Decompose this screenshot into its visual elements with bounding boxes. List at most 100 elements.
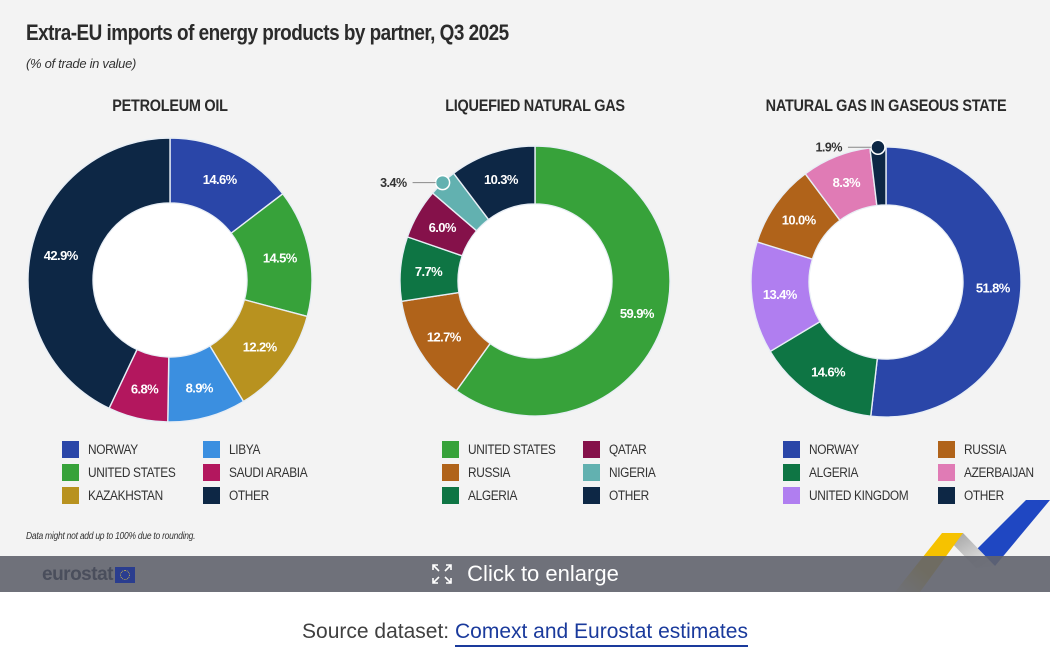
- slice-united-states[interactable]: [455, 145, 671, 417]
- legend-swatch: [937, 464, 955, 481]
- data-label-russia: 12.7%: [427, 329, 462, 344]
- figure-subtitle: (% of trade in value): [26, 56, 137, 71]
- legend-label: AZERBAIJAN: [963, 465, 1034, 480]
- eurostat-wordmark: eurostat: [42, 564, 113, 585]
- enlarge-label: Click to enlarge: [467, 561, 619, 586]
- legend-item-algeria: ALGERIA: [783, 461, 922, 484]
- legend-item-kazakhstan: KAZAKHSTAN: [62, 484, 187, 507]
- legend-swatch: [62, 464, 79, 481]
- donut-natural-gas-in-gaseous-state: 51.8% 14.6% 13.4% 10.0% 8.3% 1.9%: [750, 139, 1022, 418]
- legend-swatch: [203, 487, 221, 504]
- eurostat-logo: eurostat: [42, 564, 135, 586]
- legend-item-saudi-arabia: SAUDI ARABIA: [203, 461, 318, 484]
- data-label-other: 1.9%: [815, 141, 842, 155]
- figure-title: Extra-EU imports of energy products by p…: [26, 20, 509, 45]
- data-label-saudi-arabia: 6.8%: [131, 382, 159, 397]
- data-label-azerbaijan: 8.3%: [833, 175, 861, 190]
- data-label-algeria: 7.7%: [415, 264, 443, 279]
- slice-other[interactable]: [27, 137, 171, 410]
- chart-title-lng: LIQUEFIED NATURAL GAS: [445, 96, 625, 115]
- legend-item-norway: NORWAY: [62, 438, 187, 461]
- legend-label: NIGERIA: [609, 465, 656, 480]
- legend-item-qatar: QATAR: [583, 438, 662, 461]
- legend-label: OTHER: [229, 488, 270, 503]
- legend-item-azerbaijan: AZERBAIJAN: [937, 461, 1043, 484]
- data-label-other: 42.9%: [44, 248, 79, 263]
- legend-swatch: [583, 464, 601, 481]
- legend-label: UNITED KINGDOM: [809, 488, 909, 503]
- legend-item-libya: LIBYA: [203, 438, 318, 461]
- chart-title-petroleum-oil: PETROLEUM OIL: [112, 96, 228, 115]
- legend-swatch: [937, 441, 955, 458]
- data-label-united-kingdom: 13.4%: [763, 287, 798, 302]
- legend-swatch: [62, 487, 79, 504]
- legend-label: ALGERIA: [468, 488, 518, 503]
- legend-label: UNITED STATES: [88, 465, 176, 480]
- legend-item-united-states: UNITED STATES: [442, 438, 567, 461]
- source-dataset-link[interactable]: Comext and Eurostat estimates: [454, 620, 748, 647]
- legend-item-norway: NORWAY: [783, 438, 922, 461]
- donut-liquefied-natural-gas: 59.9% 12.7% 7.7% 6.0% 3.4% 10.3%: [380, 145, 671, 417]
- legend-item-algeria: ALGERIA: [442, 484, 567, 507]
- source-line: Source dataset: Comext and Eurostat esti…: [0, 620, 1050, 647]
- data-label-qatar: 6.0%: [429, 220, 457, 235]
- legend-label: SAUDI ARABIA: [229, 465, 308, 480]
- data-label-norway: 14.6%: [203, 172, 238, 187]
- legend-label: QATAR: [609, 442, 647, 457]
- legend-label: OTHER: [963, 488, 1004, 503]
- donut-hole: [458, 204, 612, 358]
- legend-label: KAZAKHSTAN: [88, 488, 163, 503]
- legend-swatch: [442, 441, 459, 458]
- legend-swatch: [937, 487, 955, 504]
- legend-item-other: OTHER: [583, 484, 662, 507]
- legend-label: ALGERIA: [809, 465, 859, 480]
- callout-dot-nigeria: [434, 174, 451, 191]
- data-label-kazakhstan: 12.2%: [243, 340, 278, 355]
- legend-label: OTHER: [609, 488, 650, 503]
- legend-label: RUSSIA: [963, 442, 1007, 457]
- legend-item-united-states: UNITED STATES: [62, 461, 187, 484]
- legend-swatch: [62, 441, 79, 458]
- legend-item-nigeria: NIGERIA: [583, 461, 662, 484]
- legend-swatch: [442, 464, 459, 481]
- expand-icon: [432, 564, 452, 584]
- donut-petroleum-oil: 14.6% 14.5% 12.2% 8.9% 6.8% 42.9%: [27, 137, 313, 423]
- data-label-other: 10.3%: [484, 172, 519, 187]
- legend-item-other: OTHER: [937, 484, 1043, 507]
- legend-swatch: [583, 487, 601, 504]
- legend-swatch: [783, 441, 800, 458]
- donut-charts: 14.6% 14.5% 12.2% 8.9% 6.8% 42.9% 59.9% 12.7% 7.…: [27, 137, 1022, 423]
- legend-petroleum-oil: NORWAY UNITED STATES KAZAKHSTAN LIBYA SAUDI …: [62, 438, 318, 507]
- slice-other[interactable]: [452, 145, 536, 221]
- donut-hole: [809, 205, 963, 359]
- legend-lng: UNITED STATES RUSSIA ALGERIA QATAR NIGERIA OT…: [442, 438, 662, 507]
- donut-hole: [93, 203, 247, 357]
- legend-item-russia: RUSSIA: [937, 438, 1043, 461]
- legend-item-russia: RUSSIA: [442, 461, 567, 484]
- data-label-norway: 51.8%: [976, 281, 1011, 296]
- data-label-united-states: 59.9%: [620, 306, 655, 321]
- legend-swatch: [203, 464, 221, 481]
- enlarge-button[interactable]: Click to enlarge: [431, 561, 619, 587]
- data-label-libya: 8.9%: [186, 381, 214, 396]
- chart-title-natural-gas: NATURAL GAS IN GASEOUS STATE: [765, 96, 1007, 115]
- legend-swatch: [783, 487, 800, 504]
- legend-item-united-kingdom: UNITED KINGDOM: [783, 484, 922, 507]
- footnote: Data might not add up to 100% due to rou…: [26, 531, 196, 542]
- callout-dot-other: [870, 139, 886, 155]
- eu-flag-icon: [114, 567, 135, 583]
- legend-item-other: OTHER: [203, 484, 318, 507]
- legend-swatch: [442, 487, 459, 504]
- legend-label: UNITED STATES: [468, 442, 556, 457]
- legend-natural-gas: NORWAY ALGERIA UNITED KINGDOM RUSSIA AZERBAI…: [783, 438, 1043, 507]
- data-label-united-states: 14.5%: [263, 251, 298, 266]
- data-label-nigeria: 3.4%: [380, 176, 407, 190]
- legend-label: LIBYA: [229, 442, 261, 457]
- logo-blue-stripe: [976, 500, 1050, 566]
- click-to-enlarge-bar[interactable]: eurostat Click to enlarge: [0, 556, 1050, 592]
- source-prefix: Source dataset:: [302, 620, 455, 643]
- slice-norway[interactable]: [869, 146, 1022, 418]
- infographic-figure[interactable]: Extra-EU imports of energy products by p…: [0, 0, 1050, 592]
- legend-label: RUSSIA: [468, 465, 511, 480]
- legend-swatch: [203, 441, 221, 458]
